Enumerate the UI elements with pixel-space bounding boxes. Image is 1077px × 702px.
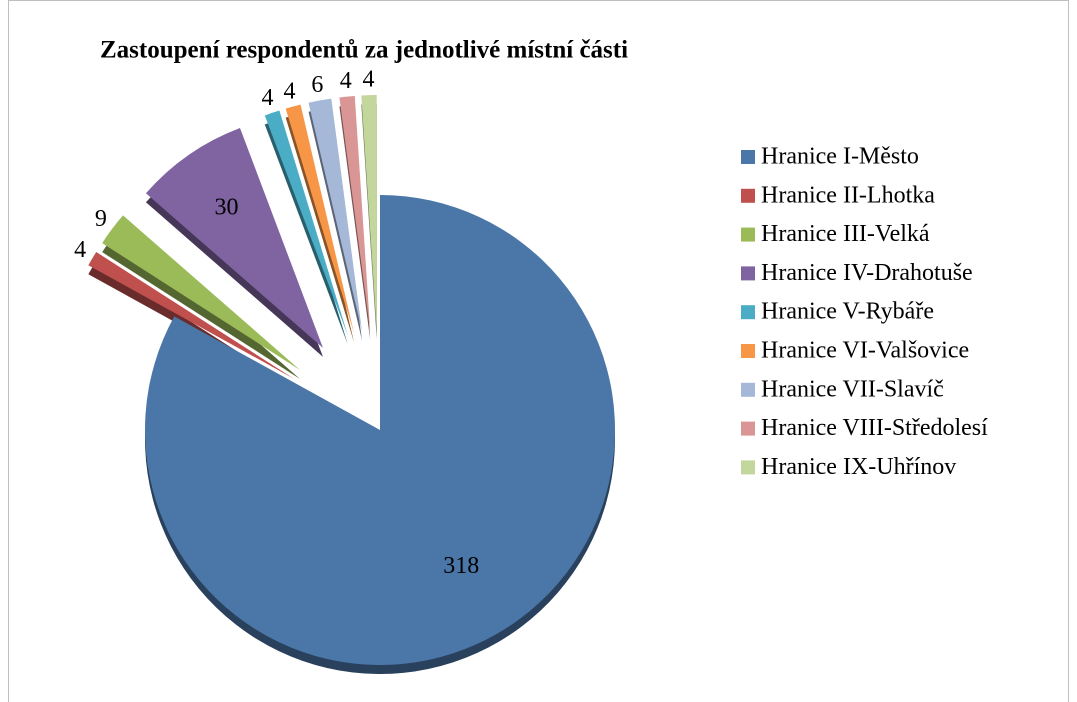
legend-swatch [741,382,755,397]
data-label: 4 [283,78,295,104]
data-label: 4 [340,68,352,94]
data-label: 318 [443,553,479,579]
slice [144,195,615,665]
slice [102,215,301,370]
legend-swatch [741,266,755,281]
legend-label: Hranice VIII-Středolesí [761,415,988,441]
slice-side [308,107,363,341]
chart-frame [8,0,1069,702]
legend-swatch [741,344,755,358]
legend-swatch [741,227,755,242]
slice [285,104,355,334]
data-label: 4 [363,67,375,93]
legend-swatch [741,460,755,475]
slice-side [264,119,348,345]
legend-label: Hranice II-Lhotka [761,182,935,208]
legend-label: Hranice VI-Valšovice [761,338,969,364]
slice-side [285,113,355,343]
slice [339,95,371,331]
chart-title: Zastoupení respondentů za jednotlivé mís… [100,37,628,64]
legend-swatch [741,421,755,436]
slice [308,98,363,332]
legend-label: Hranice I-Město [761,144,919,170]
slice [145,128,323,348]
slice-side [339,104,371,340]
slice [264,110,348,336]
data-label: 4 [74,237,86,263]
legend-label: Hranice V-Rybáře [761,299,934,325]
legend-swatch [741,188,755,203]
legend-swatch [741,305,755,320]
legend-label: Hranice IV-Drahotuše [761,260,973,286]
slice [361,95,377,331]
data-label: 6 [311,72,323,98]
legend-label: Hranice IX-Uhřínov [761,454,956,480]
legend-label: Hranice VII-Slavíč [761,376,944,402]
data-label: 9 [95,206,107,232]
legend-swatch [741,150,755,164]
slice [88,251,295,379]
legend-label: Hranice III-Velká [761,221,930,247]
data-label: 4 [262,85,274,111]
data-label: 30 [214,194,238,220]
